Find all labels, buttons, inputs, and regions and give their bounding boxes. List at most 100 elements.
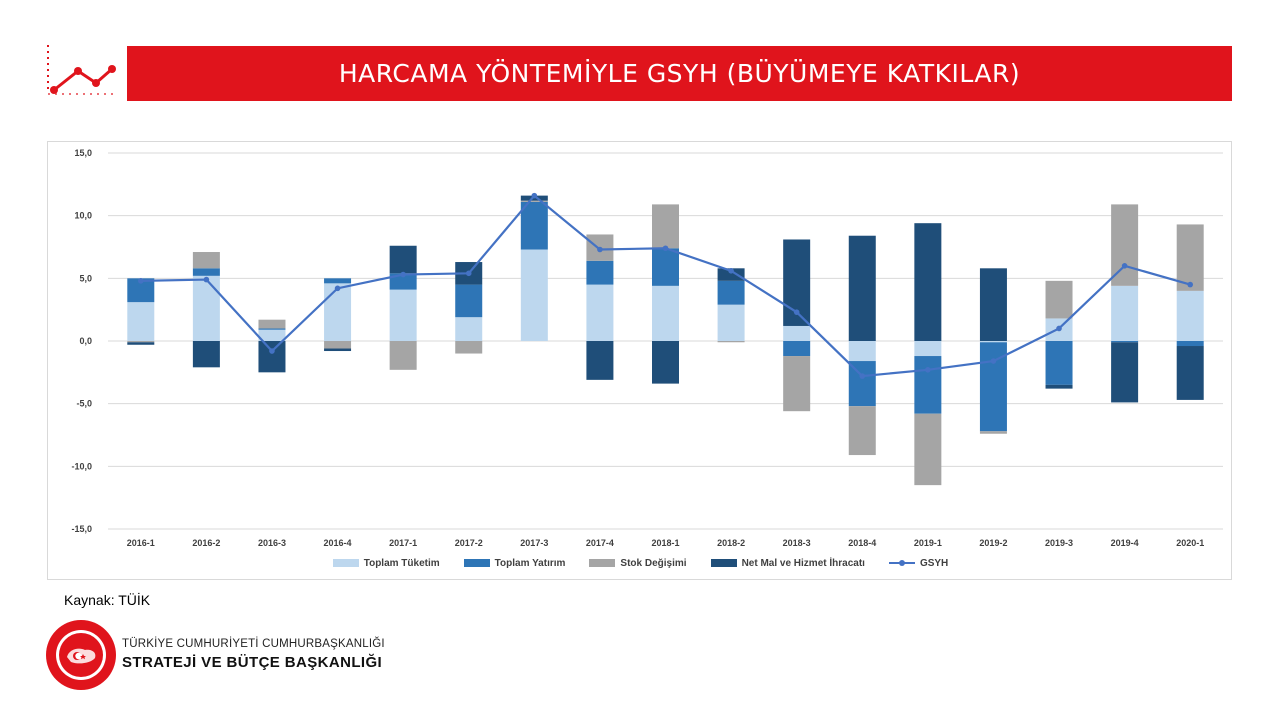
bar-segment — [1176, 290, 1204, 341]
bar-segment — [127, 278, 155, 303]
bar-segment — [783, 325, 811, 341]
y-tick-label: -15,0 — [71, 524, 92, 534]
y-tick-label: 10,0 — [74, 211, 92, 221]
legend-swatch — [710, 559, 737, 567]
legend-item: Toplam Yatırım — [463, 557, 566, 569]
bar-segment — [520, 249, 548, 341]
legend-swatch — [463, 559, 490, 567]
bar-segment — [717, 341, 745, 343]
bar-segment — [324, 278, 352, 284]
bar-segment — [1045, 280, 1073, 319]
bar-segment — [1176, 346, 1204, 400]
gsyh-point — [925, 367, 931, 373]
trend-line-icon — [47, 45, 116, 95]
chart-legend: Toplam Tüketim Toplam Yatırım Stok Değişim… — [48, 554, 1233, 572]
bar-segment — [717, 304, 745, 341]
legend-item: Stok Değişimi — [589, 558, 687, 569]
gsyh-point — [465, 270, 472, 277]
gsyh-point — [400, 271, 406, 278]
bar-segment — [783, 341, 811, 357]
bar-segment — [258, 328, 286, 330]
bar-segment — [717, 280, 745, 305]
bar-segment — [652, 248, 679, 286]
gsyh-point — [203, 276, 210, 283]
bar-segment — [1111, 285, 1139, 341]
x-tick-label: 2018-4 — [848, 538, 876, 548]
gsyh-point — [1187, 281, 1194, 288]
x-tick-label: 2019-1 — [914, 538, 942, 548]
gsyh-point — [531, 192, 538, 199]
bar-segment — [586, 284, 614, 341]
org-name-line1: TÜRKİYE CUMHURİYETİ CUMHURBAŞKANLIĞI — [122, 638, 385, 650]
gsyh-point — [137, 278, 144, 284]
bar-segment — [783, 356, 811, 412]
y-tick-label: 5,0 — [79, 273, 92, 283]
bar-segment — [1045, 341, 1073, 385]
gsyh-point — [597, 246, 603, 253]
legend-item: Toplam Tüketim — [332, 557, 440, 569]
bar-segment — [914, 341, 942, 357]
bar-segment — [914, 223, 942, 341]
x-tick-label: 2018-3 — [783, 538, 811, 548]
y-tick-label: -5,0 — [76, 399, 92, 409]
bar-segment — [979, 431, 1007, 434]
legend-swatch — [888, 559, 915, 567]
bar-segment — [586, 260, 614, 285]
gsyh-point — [990, 358, 997, 364]
bar-segment — [389, 245, 417, 274]
bar-segment — [324, 283, 352, 341]
x-tick-label: 2017-2 — [455, 538, 483, 548]
bar-segment — [652, 285, 679, 341]
x-tick-label: 2017-4 — [586, 538, 614, 548]
bar-segment — [389, 273, 417, 290]
legend-label: Toplam Tüketim — [363, 557, 440, 569]
bar-segment — [389, 289, 417, 341]
bar-segment — [979, 341, 1007, 343]
bar-segment — [1176, 341, 1204, 347]
legend-label: Toplam Yatırım — [494, 557, 566, 569]
bar-segment — [914, 356, 942, 414]
bar-segment — [979, 268, 1007, 341]
bar-segment — [324, 341, 352, 349]
bar-segment — [192, 268, 220, 276]
gsyh-point — [859, 373, 866, 379]
bar-segment — [1176, 224, 1204, 291]
x-tick-label: 2020-1 — [1176, 538, 1204, 548]
legend-item: Net Mal ve Hizmet İhracatı — [710, 558, 865, 569]
bar-segment — [258, 341, 286, 373]
bar-segment — [652, 204, 679, 249]
bar-segment — [192, 275, 220, 341]
bar-segment — [455, 341, 483, 354]
legend-label: GSYH — [919, 557, 949, 569]
y-tick-label: 0,0 — [79, 336, 92, 346]
legend-swatch — [589, 559, 616, 567]
bar-segment — [127, 341, 155, 343]
bar-segment — [848, 235, 876, 341]
legend-item: GSYH — [888, 557, 949, 569]
bar-segment — [520, 200, 548, 202]
bar-segment — [652, 341, 679, 384]
x-tick-label: 2018-1 — [651, 538, 679, 548]
bar-segment — [258, 319, 286, 329]
x-tick-label: 2016-2 — [192, 538, 220, 548]
gsyh-point — [334, 285, 341, 292]
bar-segment — [1111, 341, 1139, 343]
x-tick-label: 2019-4 — [1111, 538, 1139, 548]
stacked-bar-chart: 15,0 10,0 5,0 0,0 -5,0 -10,0 -15,0 2016-1 2016-2… — [71, 148, 1223, 548]
bar-segment — [455, 317, 483, 341]
bar-segment — [717, 268, 745, 281]
source-label: Kaynak: TÜİK — [64, 592, 151, 608]
bar-segment — [520, 201, 548, 250]
x-tick-label: 2016-3 — [258, 538, 286, 548]
bar-segment — [848, 406, 876, 456]
org-name-line2: STRATEJİ VE BÜTÇE BAŞKANLIĞI — [122, 654, 383, 671]
gsyh-point — [1121, 263, 1128, 269]
bar-segment — [324, 348, 352, 352]
bar-segment — [586, 341, 614, 380]
bar-segment — [914, 413, 942, 486]
gsyh-point — [269, 348, 275, 354]
bar-segment — [192, 252, 220, 269]
gsyh-point — [662, 245, 669, 252]
bar-segment — [127, 302, 155, 341]
bar-segment — [389, 341, 417, 370]
